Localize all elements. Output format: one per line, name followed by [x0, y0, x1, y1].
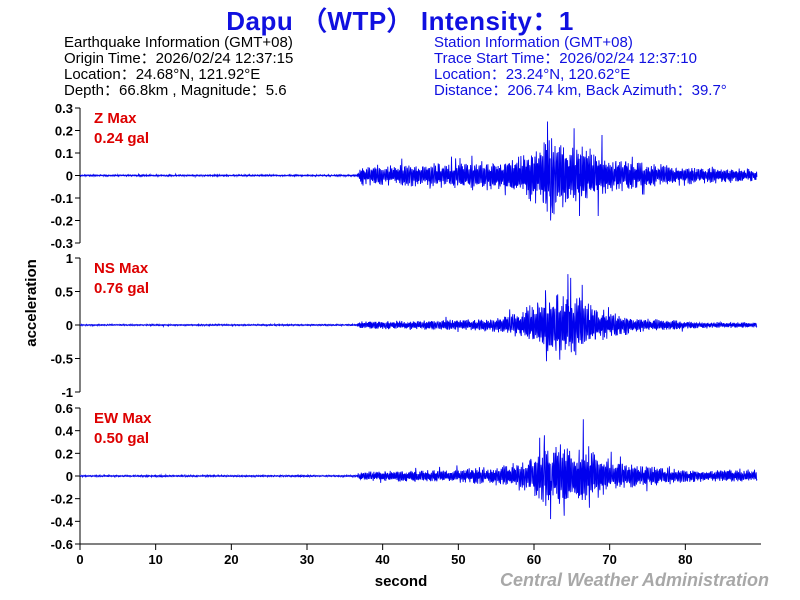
x-tick-label: 50 — [451, 552, 465, 567]
station-info-heading: Station Information (GMT+08) — [434, 34, 633, 51]
z-y-tick-label: 0.2 — [55, 124, 73, 139]
ns-y-tick-label: 0 — [66, 318, 73, 333]
z-y-tick-label: 0.3 — [55, 101, 73, 116]
ew-max-value: 0.50 gal — [94, 430, 149, 447]
earthquake-info: Earthquake Information (GMT+08) Origin T… — [64, 35, 293, 99]
ns-y-tick-label: -0.5 — [51, 352, 73, 367]
z-y-tick-label: -0.3 — [51, 236, 73, 251]
z-waveform — [79, 121, 758, 221]
x-tick-label: 80 — [678, 552, 692, 567]
ns-y-tick-label: -1 — [61, 385, 73, 400]
z-max-label: Z Max — [94, 110, 137, 127]
x-tick-label: 10 — [148, 552, 162, 567]
ns-y-tick-label: 1 — [66, 251, 73, 266]
z-y-tick-label: -0.1 — [51, 191, 73, 206]
ew-y-tick-label: 0.2 — [55, 446, 73, 461]
x-axis-label: second — [375, 573, 428, 590]
trace-start-time: Trace Start Time：2026/02/24 12:37:10 — [434, 50, 697, 67]
origin-time: Origin Time：2026/02/24 12:37:15 — [64, 50, 294, 67]
ns-max-value: 0.76 gal — [94, 280, 149, 297]
x-tick-label: 70 — [602, 552, 616, 567]
chart-title: Dapu （WTP） Intensity：1 — [226, 6, 574, 36]
ns-y-tick-label: 0.5 — [55, 285, 73, 300]
ns-max-label: NS Max — [94, 260, 149, 277]
earthquake-info-heading: Earthquake Information (GMT+08) — [64, 34, 293, 51]
station-location: Location：23.24°N, 120.62°E — [434, 66, 631, 83]
ew-y-tick-label: -0.2 — [51, 492, 73, 507]
ew-y-tick-label: -0.6 — [51, 537, 73, 552]
ew-y-tick-label: 0.4 — [55, 424, 74, 439]
x-tick-label: 20 — [224, 552, 238, 567]
x-tick-label: 30 — [300, 552, 314, 567]
x-tick-label: 40 — [375, 552, 389, 567]
ew-max-label: EW Max — [94, 410, 152, 427]
ew-y-tick-label: -0.4 — [51, 514, 74, 529]
ew-y-tick-label: 0 — [66, 469, 73, 484]
z-max-value: 0.24 gal — [94, 130, 149, 147]
y-axis-label: acceleration — [23, 259, 40, 347]
watermark: Central Weather Administration — [499, 570, 769, 590]
z-y-tick-label: 0 — [66, 169, 73, 184]
ew-y-tick-label: 0.6 — [55, 401, 73, 416]
z-y-tick-label: 0.1 — [55, 146, 73, 161]
depth-magnitude: Depth：66.8km , Magnitude：5.6 — [64, 82, 287, 99]
x-tick-label: 60 — [527, 552, 541, 567]
x-tick-label: 0 — [76, 552, 83, 567]
ew-waveform — [79, 419, 758, 520]
z-y-tick-label: -0.2 — [51, 214, 73, 229]
ns-waveform — [79, 274, 758, 362]
epicenter-location: Location：24.68°N, 121.92°E — [64, 66, 261, 83]
distance-azimuth: Distance：206.74 km, Back Azimuth：39.7° — [434, 82, 727, 99]
station-info: Station Information (GMT+08) Trace Start… — [434, 35, 727, 99]
